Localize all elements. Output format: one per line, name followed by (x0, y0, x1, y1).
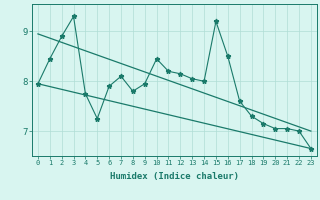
X-axis label: Humidex (Indice chaleur): Humidex (Indice chaleur) (110, 172, 239, 181)
